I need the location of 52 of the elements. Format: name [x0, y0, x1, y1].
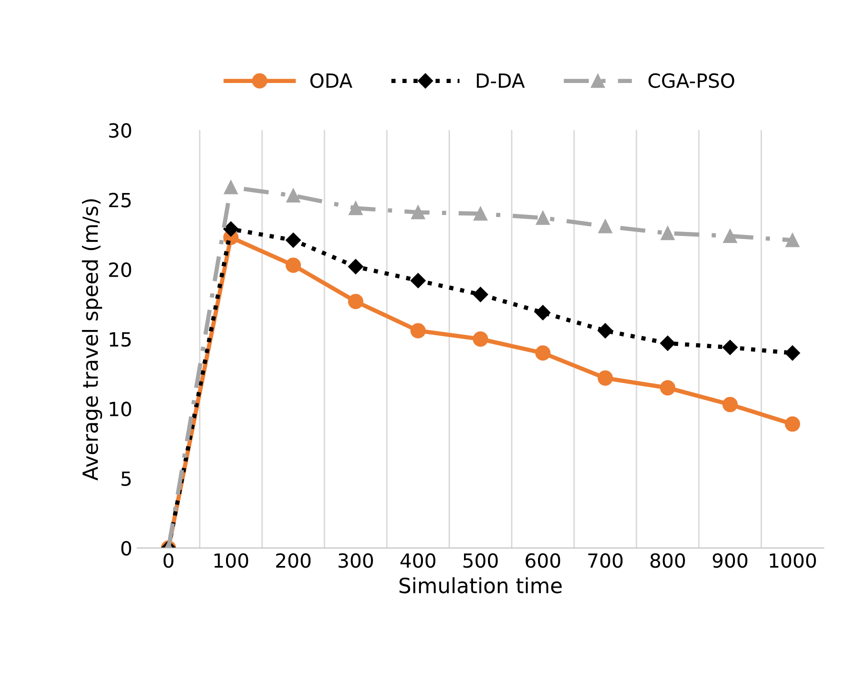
- point: [598, 323, 613, 338]
- point: [660, 226, 675, 240]
- point: [472, 331, 488, 347]
- point: [348, 259, 364, 274]
- y-tick-label: 20: [109, 262, 132, 278]
- y-tick-label: 30: [109, 123, 132, 138]
- point: [286, 258, 301, 273]
- point: [598, 370, 613, 386]
- point: [784, 416, 800, 432]
- point: [410, 323, 426, 338]
- point: [411, 205, 426, 220]
- x-tick-label: 500: [463, 553, 498, 568]
- point: [223, 221, 238, 237]
- point: [474, 206, 488, 221]
- legend-label: D-DA: [476, 74, 525, 88]
- point: [535, 345, 551, 361]
- x-axis-title: Simulation time: [400, 577, 562, 594]
- x-tick-label: 0: [164, 553, 174, 568]
- point: [786, 233, 800, 248]
- point: [348, 294, 364, 310]
- point: [535, 305, 550, 320]
- point: [224, 180, 238, 194]
- x-tick-label: 900: [712, 553, 748, 568]
- y-tick-label: 15: [110, 332, 131, 347]
- x-tick-label: 100: [214, 553, 248, 568]
- point: [410, 273, 426, 288]
- x-tick-label: 700: [588, 553, 623, 568]
- legend-label: CGA-PSO: [648, 73, 734, 88]
- point: [722, 340, 738, 355]
- y-tick-label: 5: [122, 472, 131, 486]
- point: [286, 188, 300, 203]
- point: [722, 396, 738, 412]
- point: [598, 219, 612, 234]
- x-tick-label: 200: [276, 553, 311, 568]
- point: [472, 286, 488, 302]
- x-tick-label: 300: [338, 553, 373, 568]
- legend-label: ODA: [310, 73, 352, 88]
- point: [660, 380, 676, 396]
- x-tick-label: 800: [650, 553, 685, 568]
- point: [536, 210, 550, 225]
- point: [784, 345, 800, 361]
- y-axis-title: Average travel speed (m/s): [82, 199, 102, 481]
- x-tick-label: 400: [400, 553, 436, 568]
- y-tick-label: 0: [121, 540, 132, 556]
- point: [660, 336, 676, 351]
- x-tick-label: 1000: [770, 553, 816, 568]
- point: [723, 229, 738, 243]
- y-tick-label: 25: [109, 192, 131, 208]
- point: [286, 232, 301, 248]
- point: [348, 201, 363, 216]
- y-tick-label: 10: [110, 402, 132, 416]
- x-tick-label: 600: [526, 553, 560, 568]
